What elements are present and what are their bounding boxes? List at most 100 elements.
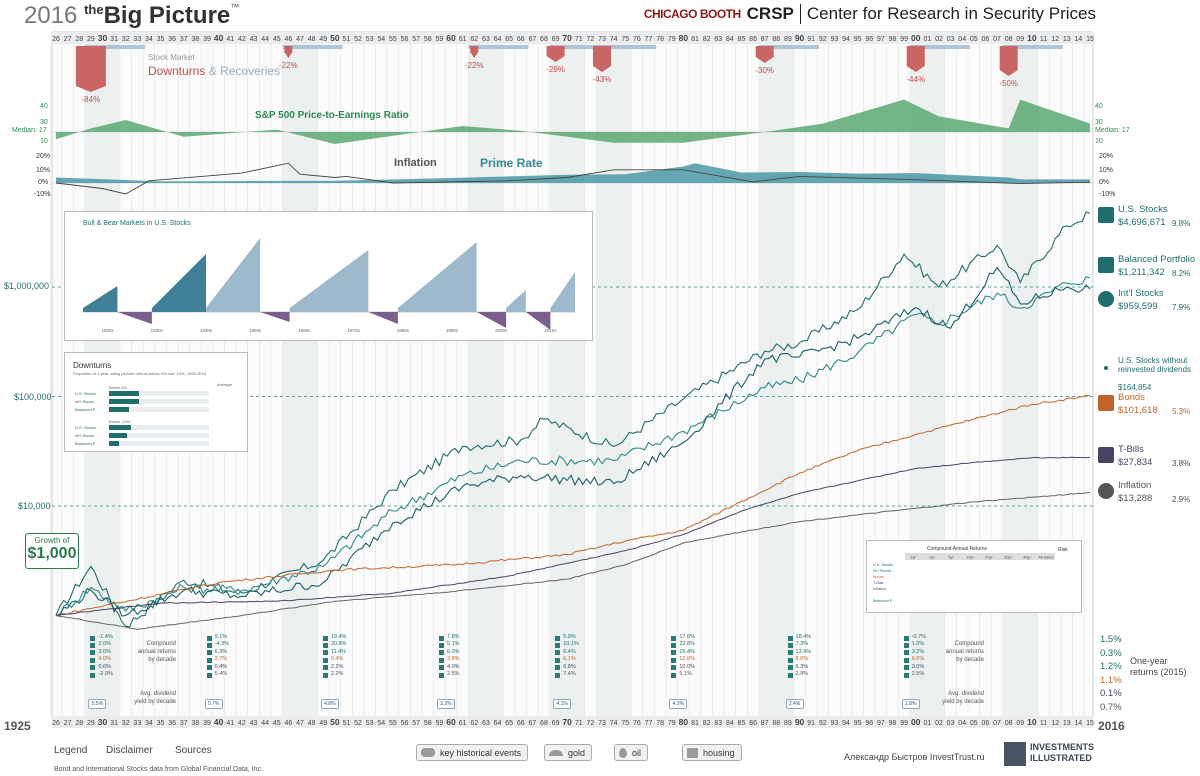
asset-value: $101,618 [1118, 405, 1158, 416]
year-tick-top: 54 [377, 36, 385, 43]
asset-value: $27,834 [1118, 457, 1153, 468]
downturn-row-label: U.S. Stocks [75, 391, 96, 396]
rate-tick-left-3: -10% [34, 191, 51, 198]
downturns-group1: Below 0% [109, 385, 127, 390]
year-tick-top: 30 [98, 33, 108, 43]
rate-tick-left-1: 10% [36, 167, 51, 174]
year-tick-bottom: 61 [459, 720, 467, 727]
year-tick-top: 91 [807, 36, 815, 43]
legend-link[interactable]: Legend [54, 745, 88, 756]
compound-period: 40yr [1023, 555, 1031, 560]
year-tick-top: 00 [911, 33, 921, 43]
year-tick-top: 74 [610, 36, 618, 43]
year-tick-bottom: 94 [842, 720, 850, 727]
bb-market-area [368, 312, 398, 324]
year-tick-bottom: 88 [772, 720, 780, 727]
asset-rate: 7.9% [1172, 303, 1191, 312]
pe-tick-right-0: 40 [1095, 103, 1103, 110]
year-tick-bottom: 60 [446, 717, 456, 727]
bb-market-area [206, 238, 261, 312]
year-tick-bottom: 02 [935, 720, 943, 727]
bb-decade-label: 1940s [200, 328, 213, 333]
star-icon [1098, 207, 1114, 223]
compound-row-label: U.S. Stocks [873, 563, 893, 567]
downturn-row-label: U.S. Stocks [75, 425, 96, 430]
bb-decade-label: 1920s [101, 328, 114, 333]
year-tick-top: 03 [947, 36, 955, 43]
year-tick-top: 77 [645, 36, 653, 43]
compound-returns-inset[interactable]: Compound Annual Returns Risk 1yr 3yr 5yr 10… [866, 540, 1082, 613]
recovery-bar [909, 45, 970, 49]
disclaimer-link[interactable]: Disclaimer [106, 745, 153, 756]
axis-year-start: 1925 [4, 719, 31, 733]
asset-value: $164,854 [1118, 383, 1152, 392]
oil-button[interactable]: oil [614, 744, 649, 761]
compound-decade-label-right: Compound annual returns by decade [945, 641, 984, 663]
bb-market-area [83, 286, 118, 312]
one-year-tbills: 0.1% [1100, 688, 1122, 699]
year-tick-bottom: 05 [970, 720, 978, 727]
data-source-note: Bond and International Stocks data from … [54, 766, 263, 773]
year-tick-bottom: 47 [296, 720, 304, 727]
recovery-bar [596, 45, 657, 49]
year-tick-bottom: 44 [261, 720, 269, 727]
recovery-bar [758, 45, 819, 49]
downturn-pct: -43% [593, 75, 612, 84]
housing-button[interactable]: housing [682, 744, 742, 761]
year-tick-top: 73 [598, 36, 606, 43]
one-year-label: One-year returns (2015) [1130, 656, 1187, 677]
year-tick-bottom: 98 [889, 720, 897, 727]
year-tick-bottom: 29 [87, 720, 95, 727]
compound-period: 30yr [1004, 555, 1012, 560]
year-tick-top: 34 [145, 36, 153, 43]
asset-legend: U.S. Stocks $4,696,671 9.8% Balanced Portfo… [1096, 204, 1200, 534]
year-tick-bottom: 46 [284, 720, 292, 727]
year-tick-top: 84 [726, 36, 734, 43]
bull-bear-inset[interactable]: Bull & Bear Markets in U.S. Stocks 1920s… [64, 211, 593, 341]
year-tick-top: 75 [621, 36, 629, 43]
year-tick-top: 31 [110, 36, 118, 43]
globe-icon [1098, 291, 1114, 307]
sources-link[interactable]: Sources [175, 745, 212, 756]
pe-median-right: Median: 17 [1095, 127, 1130, 134]
investments-illustrated-logo: INVESTMENTS ILLUSTRATED [1030, 742, 1094, 764]
year-tick-bottom: 12 [1051, 720, 1059, 727]
gold-label: gold [568, 747, 586, 758]
rate-tick-right-3: -10% [1099, 191, 1116, 198]
year-tick-top: 01 [923, 36, 931, 43]
year-tick-top: 36 [168, 36, 176, 43]
year-tick-top: 99 [900, 36, 908, 43]
amp-word: & [208, 64, 217, 78]
compound-row-label: T-Bills [873, 581, 883, 585]
year-tick-bottom: 82 [703, 720, 711, 727]
year-tick-top: 06 [982, 36, 990, 43]
year-tick-bottom: 77 [645, 720, 653, 727]
gold-bar-icon [549, 749, 563, 756]
year-tick-bottom: 93 [831, 720, 839, 727]
rate-tick-right-0: 20% [1099, 153, 1114, 160]
year-tick-bottom: 13 [1063, 720, 1071, 727]
year-tick-bottom: 40 [214, 717, 224, 727]
year-tick-top: 83 [714, 36, 722, 43]
downturns-group2: Below -10% [109, 419, 131, 424]
year-tick-bottom: 85 [738, 720, 746, 727]
year-tick-top: 33 [133, 36, 141, 43]
year-tick-top: 14 [1074, 36, 1082, 43]
pe-tick-left-0: 40 [40, 103, 48, 110]
year-tick-bottom: 36 [168, 720, 176, 727]
bb-market-area [260, 312, 290, 322]
year-tick-top: 85 [738, 36, 746, 43]
year-tick-top: 04 [958, 36, 966, 43]
downturn-arrow [75, 46, 106, 92]
key-events-button[interactable]: key historical events [416, 744, 529, 761]
gold-button[interactable]: gold [544, 744, 593, 761]
year-tick-bottom: 15 [1086, 720, 1094, 727]
rate-tick-right-2: 0% [1099, 179, 1110, 186]
year-tick-top: 32 [122, 36, 130, 43]
year-tick-top: 40 [214, 33, 224, 43]
downturns-inset[interactable]: Downturns Proportion of 1-year rolling p… [64, 352, 248, 452]
year-tick-top: 48 [308, 36, 316, 43]
year-tick-top: 44 [261, 36, 269, 43]
year-tick-bottom: 49 [319, 720, 327, 727]
year-tick-bottom: 32 [122, 720, 130, 727]
